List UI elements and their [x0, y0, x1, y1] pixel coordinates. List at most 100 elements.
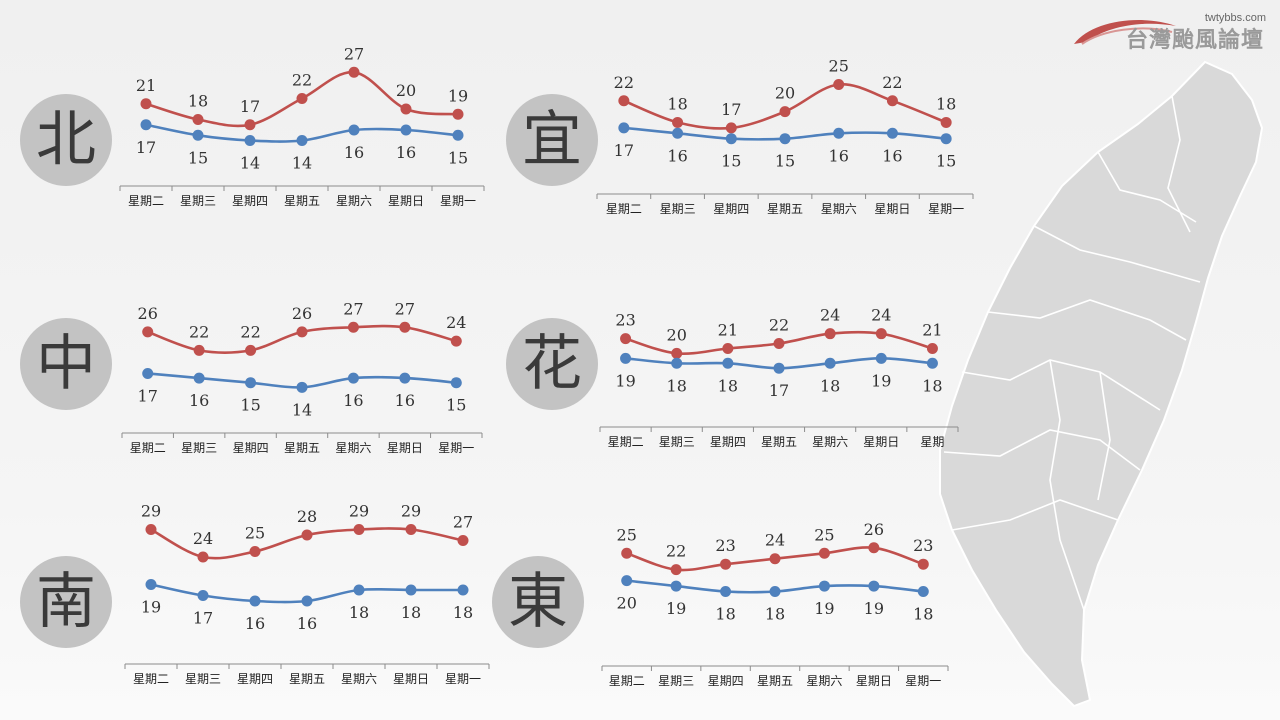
high-temp-point [672, 116, 684, 128]
high-temp-point [399, 321, 411, 333]
x-tick-label: 星期日 [856, 674, 892, 688]
region-label-south: 南 [36, 567, 96, 637]
low-temp-label: 18 [820, 376, 840, 395]
high-temp-label: 20 [775, 84, 795, 103]
low-temp-label: 16 [343, 391, 363, 410]
x-tick-label: 星期五 [767, 202, 803, 216]
high-temp-label: 17 [721, 100, 741, 119]
low-temp-point [917, 586, 929, 598]
low-temp-label: 16 [882, 146, 902, 165]
low-temp-point [773, 362, 785, 374]
high-temp-label: 26 [292, 304, 312, 323]
high-temp-point [145, 524, 157, 535]
high-temp-point [249, 546, 261, 557]
low-temp-label: 15 [721, 152, 741, 171]
high-temp-point [457, 535, 469, 546]
region-circle-central: 中 [20, 318, 112, 410]
x-tick-label: 星期一 [438, 441, 474, 455]
low-temp-point [296, 135, 308, 146]
high-temp-point [245, 344, 257, 356]
low-temp-label: 16 [245, 614, 265, 633]
low-temp-label: 16 [396, 143, 416, 162]
high-temp-label: 17 [240, 97, 260, 116]
high-temp-label: 29 [349, 502, 369, 521]
x-tick-label: 星期一 [928, 202, 964, 216]
low-temp-point [249, 595, 261, 607]
low-temp-label: 16 [297, 614, 317, 633]
low-temp-point [720, 586, 732, 598]
low-temp-label: 19 [864, 599, 884, 618]
high-temp-point [833, 79, 845, 90]
high-temp-label: 28 [297, 507, 317, 526]
x-tick-label: 星期六 [341, 672, 377, 686]
low-temp-point [621, 575, 633, 587]
low-temp-point [450, 377, 462, 389]
high-temp-label: 27 [344, 44, 364, 63]
low-temp-point [400, 124, 412, 136]
high-temp-point [725, 122, 737, 134]
high-temp-label: 18 [188, 92, 208, 111]
high-temp-label: 22 [240, 322, 260, 341]
x-tick-label: 星期六 [812, 435, 848, 449]
x-tick-label: 星期二 [133, 672, 169, 686]
x-tick-label: 星期四 [233, 441, 269, 455]
x-tick-label: 星期六 [821, 202, 857, 216]
high-temp-label: 25 [829, 57, 849, 76]
low-temp-point [779, 133, 791, 145]
high-temp-point [452, 108, 464, 120]
low-temp-label: 20 [617, 594, 637, 613]
high-temp-point [670, 564, 682, 576]
high-temp-label: 26 [138, 304, 158, 323]
high-temp-label: 20 [667, 325, 687, 344]
x-tick-label: 星期二 [606, 202, 642, 216]
x-tick-label: 星期五 [757, 674, 793, 688]
high-temp-label: 22 [666, 542, 686, 561]
high-temp-label: 20 [396, 81, 416, 100]
high-temp-point [348, 66, 360, 78]
low-temp-label: 14 [240, 154, 260, 173]
forum-logo: twtybbs.com 台灣颱風論壇 [1072, 10, 1272, 53]
high-temp-label: 25 [617, 525, 637, 544]
x-tick-label: 星期二 [130, 441, 166, 455]
low-temp-point [670, 580, 682, 592]
region-label-central: 中 [36, 329, 96, 399]
x-tick-label: 星期一 [905, 674, 941, 688]
region-circle-hualien: 花 [506, 318, 598, 410]
high-temp-point [671, 347, 683, 359]
x-tick-label: 星期三 [658, 674, 694, 688]
low-temp-point [192, 129, 204, 141]
region-circle-north: 北 [20, 94, 112, 186]
low-temp-label: 17 [136, 138, 156, 157]
high-temp-label: 24 [193, 529, 213, 548]
high-temp-point [620, 333, 632, 345]
high-temp-label: 22 [882, 73, 902, 92]
low-temp-point [886, 127, 898, 139]
high-temp-point [621, 547, 633, 559]
x-tick-label: 星期六 [335, 441, 371, 455]
low-temp-point [818, 580, 830, 592]
x-tick-label: 星期五 [284, 194, 320, 208]
high-temp-label: 24 [871, 306, 891, 325]
region-label-hualien: 花 [522, 329, 582, 399]
high-temp-point [353, 524, 365, 535]
x-tick-label: 星期三 [659, 435, 695, 449]
high-temp-point [347, 321, 359, 333]
low-temp-label: 19 [814, 599, 834, 618]
high-temp-point [450, 335, 462, 347]
x-tick-label: 星期三 [185, 672, 221, 686]
low-temp-point [296, 381, 308, 393]
low-temp-point [197, 590, 209, 601]
low-temp-label: 15 [936, 152, 956, 171]
x-tick-label: 星期一 [440, 194, 476, 208]
low-temp-label: 18 [667, 376, 687, 395]
x-tick-label: 星期五 [284, 441, 320, 455]
high-temp-label: 23 [913, 536, 933, 555]
high-temp-label: 22 [292, 71, 312, 90]
high-temp-label: 21 [136, 76, 156, 95]
high-temp-point [618, 95, 630, 107]
high-temp-label: 18 [936, 94, 956, 113]
low-temp-point [833, 127, 845, 139]
x-tick-label: 星期六 [806, 674, 842, 688]
low-temp-label: 18 [401, 603, 421, 622]
